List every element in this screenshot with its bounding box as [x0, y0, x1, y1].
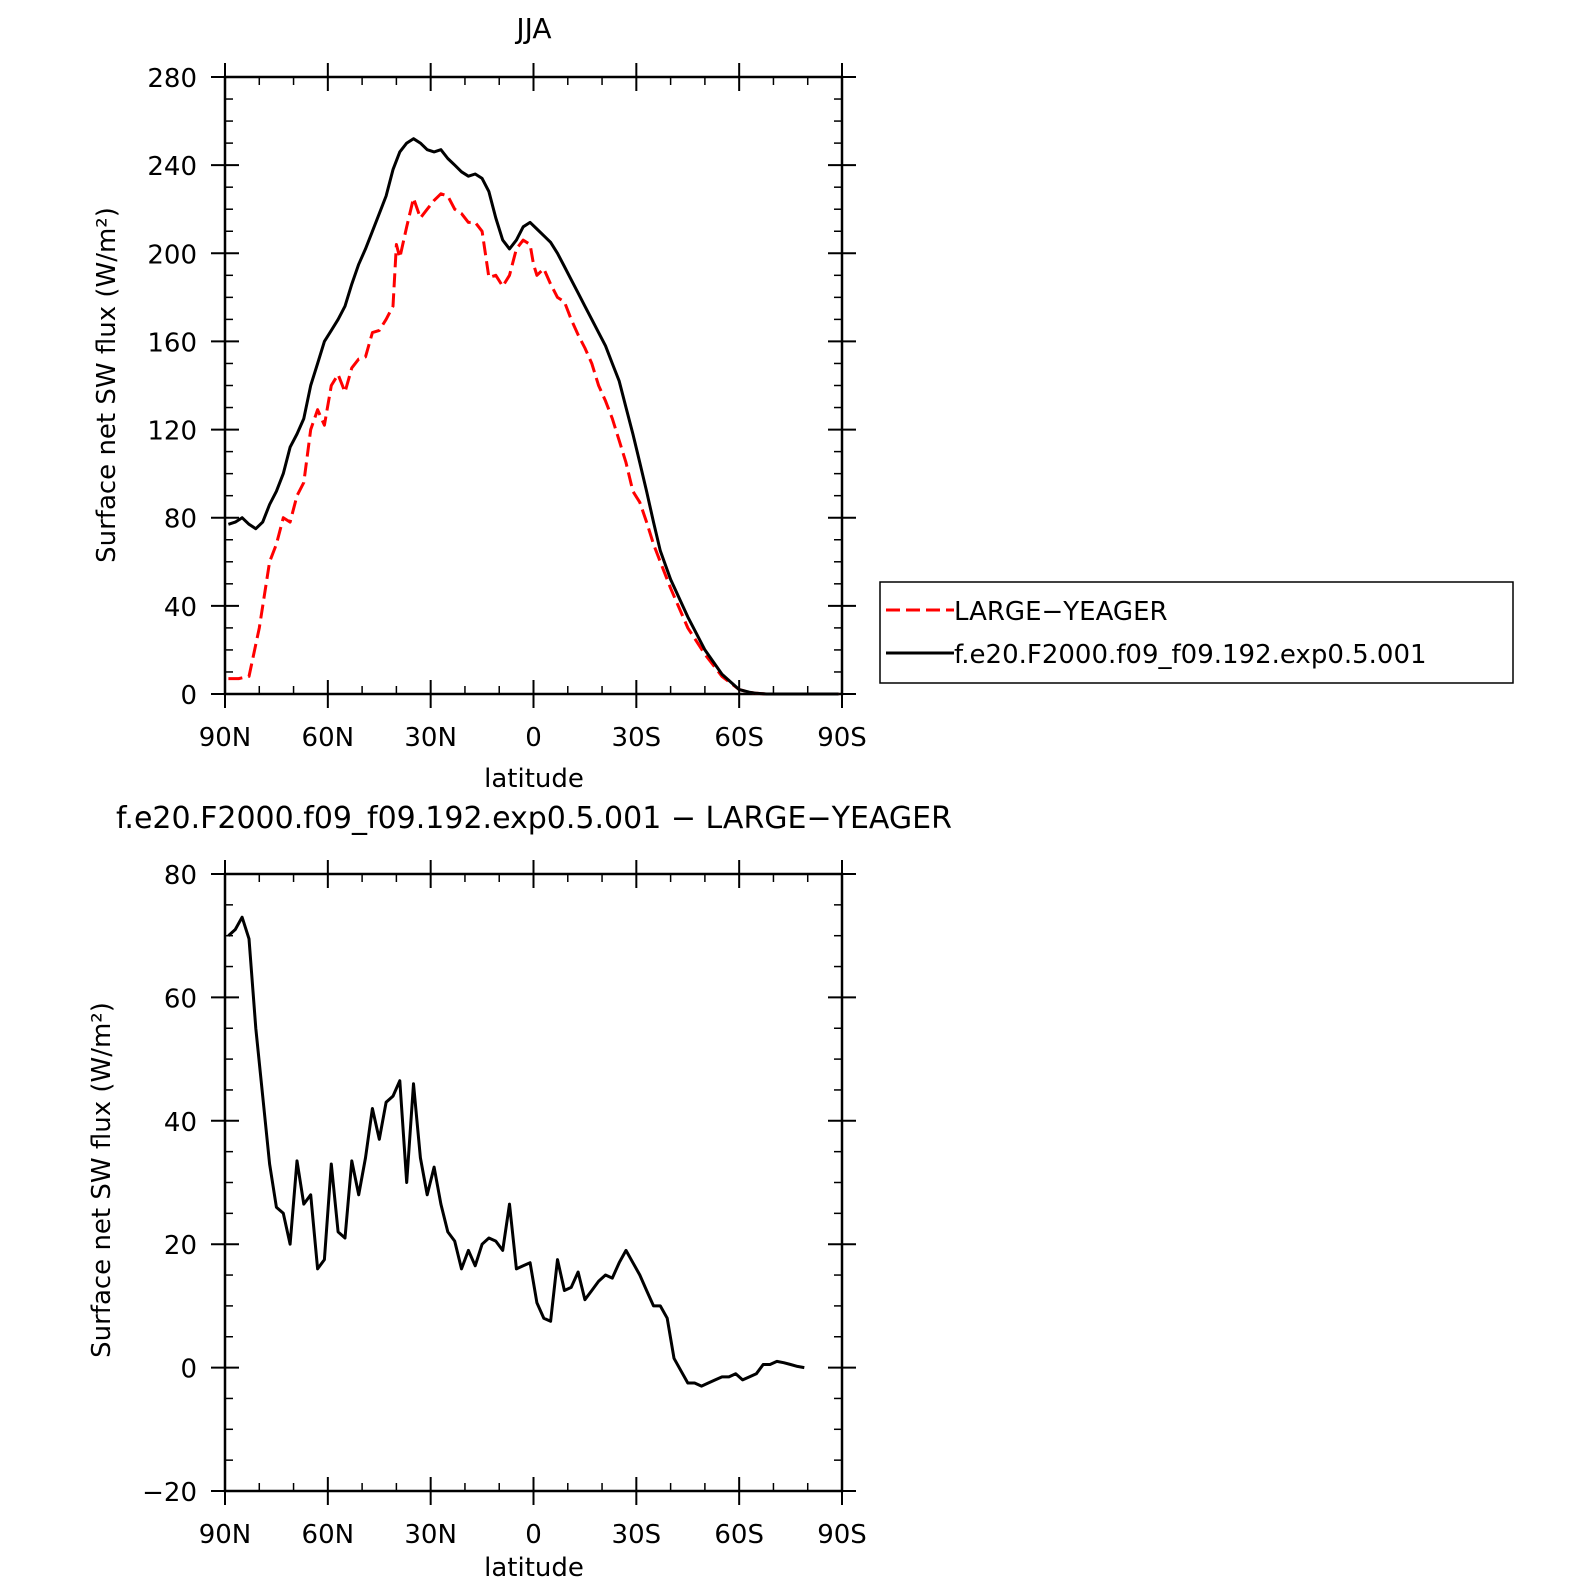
top-y-tick-label: 80 — [164, 505, 197, 535]
top-x-tick-label: 90N — [199, 723, 252, 753]
bottom-y-tick-label: 20 — [164, 1231, 197, 1261]
top-tick-marks — [211, 63, 856, 708]
bottom-plot-frame — [223, 872, 844, 1493]
bottom-x-tick-label: 30N — [404, 1520, 457, 1550]
top-y-tick-labels: 0 40 80 120 160 200 240 280 — [147, 64, 197, 711]
top-y-tick-label: 240 — [147, 152, 197, 182]
bottom-y-tick-label: −20 — [142, 1478, 197, 1508]
bottom-x-tick-label: 0 — [525, 1520, 542, 1550]
top-y-tick-label: 200 — [147, 240, 197, 270]
bottom-x-tick-label: 90N — [199, 1520, 252, 1550]
bottom-series-line-0 — [227, 915, 805, 1388]
top-x-tick-label: 60N — [302, 723, 355, 753]
bottom-x-tick-label: 90S — [817, 1520, 867, 1550]
top-x-tick-label: 0 — [525, 723, 542, 753]
legend-box — [879, 581, 1514, 684]
bottom-y-axis-label: Surface net SW flux (W/m²) — [87, 1002, 117, 1358]
bottom-series-lines — [227, 915, 805, 1388]
top-x-tick-label: 30S — [612, 723, 662, 753]
top-chart: JJA 0 40 80 120 160 200 240 280 90N 60N 30N 0 30S 60… — [92, 12, 1514, 794]
bottom-x-tick-label: 60S — [714, 1520, 764, 1550]
bottom-y-tick-labels: −20 0 20 40 60 80 — [142, 861, 197, 1508]
bottom-y-tick-label: 60 — [164, 984, 197, 1014]
bottom-y-tick-label: 40 — [164, 1108, 197, 1138]
top-y-tick-label: 160 — [147, 328, 197, 358]
bottom-x-tick-label: 60N — [302, 1520, 355, 1550]
bottom-chart-title: f.e20.F2000.f09_f09.192.exp0.5.001 − LAR… — [116, 801, 952, 836]
top-x-tick-label: 90S — [817, 723, 867, 753]
top-x-tick-label: 30N — [404, 723, 457, 753]
legend-label-large-yeager: LARGE−YEAGER — [954, 597, 1168, 627]
bottom-x-tick-labels: 90N 60N 30N 0 30S 60S 90S — [199, 1520, 867, 1550]
top-series-line-1 — [227, 137, 839, 696]
top-series-lines — [227, 137, 839, 696]
legend: LARGE−YEAGER f.e20.F2000.f09_f09.192.exp… — [879, 581, 1514, 684]
top-chart-title: JJA — [514, 12, 551, 45]
top-x-tick-label: 60S — [714, 723, 764, 753]
legend-label-experiment: f.e20.F2000.f09_f09.192.exp0.5.001 — [954, 640, 1427, 670]
top-y-tick-label: 120 — [147, 417, 197, 447]
top-y-tick-label: 280 — [147, 64, 197, 94]
bottom-y-tick-label: 0 — [180, 1355, 197, 1385]
top-y-tick-label: 0 — [180, 681, 197, 711]
bottom-y-tick-label: 80 — [164, 861, 197, 891]
top-x-tick-labels: 90N 60N 30N 0 30S 60S 90S — [199, 723, 867, 753]
top-plot-frame — [223, 75, 844, 696]
top-y-tick-label: 40 — [164, 593, 197, 623]
top-y-axis-label: Surface net SW flux (W/m²) — [92, 207, 122, 563]
bottom-x-axis-label: latitude — [484, 1553, 584, 1583]
bottom-x-tick-label: 30S — [612, 1520, 662, 1550]
bottom-chart: f.e20.F2000.f09_f09.192.exp0.5.001 − LAR… — [87, 801, 952, 1583]
top-x-axis-label: latitude — [484, 764, 584, 794]
bottom-tick-marks — [211, 860, 856, 1505]
top-series-line-0 — [228, 192, 839, 696]
